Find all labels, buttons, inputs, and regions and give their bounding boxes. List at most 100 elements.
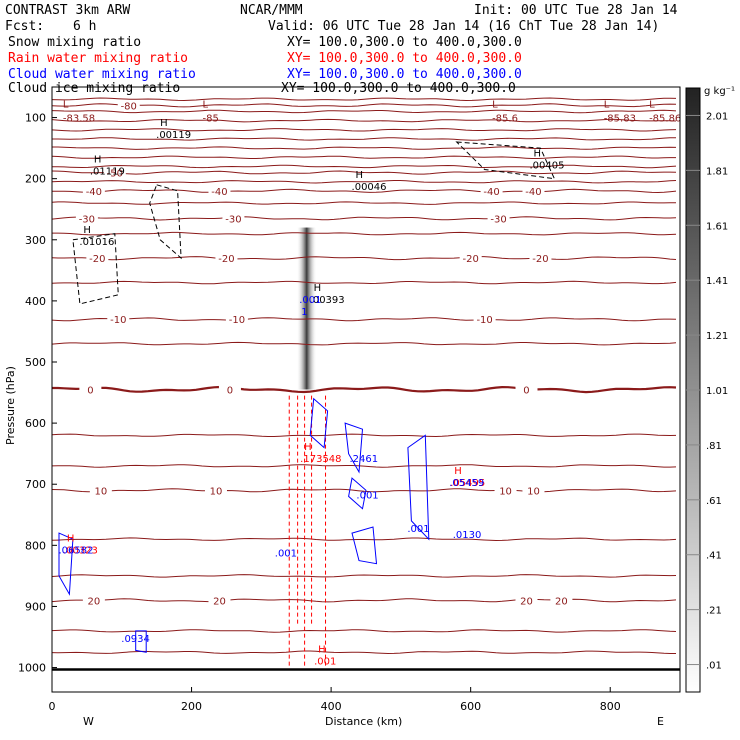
- colorbar-tick-label: .61: [706, 496, 722, 507]
- cloud-water-contour: [407, 434, 430, 541]
- isotherm-label-bg: [218, 384, 241, 395]
- isotherm-line: [52, 164, 677, 169]
- x-end-east: E: [657, 715, 664, 728]
- colorbar-tick-label: 2.01: [706, 111, 728, 122]
- high-marker: H: [533, 148, 541, 159]
- isotherm-label: 0: [523, 386, 529, 397]
- isotherm-label-bg: [82, 595, 105, 606]
- model-title: CONTRAST 3km ARW: [5, 3, 130, 18]
- isotherm-label: -20: [532, 254, 548, 265]
- cloud-water-contour: [135, 630, 147, 653]
- isotherm-line: [52, 464, 677, 468]
- y-tick-label: 300: [25, 234, 46, 247]
- isotherm-line: [52, 488, 677, 493]
- x-tick-label: 400: [321, 700, 342, 713]
- isotherm-line: [52, 146, 677, 150]
- cloud-water-maximum-label: .001: [407, 524, 429, 535]
- isotherm-label: 10: [210, 486, 223, 497]
- isotherm-line: [52, 317, 677, 322]
- isotherm-line: [52, 180, 677, 184]
- isotherm-label: 20: [555, 596, 568, 607]
- valid-time: Valid: 06 UTC Tue 28 Jan 14 (16 ChT Tue …: [268, 19, 659, 34]
- isotherm-label: -40: [483, 187, 499, 198]
- colorbar-unit: g kg⁻¹: [704, 86, 735, 97]
- isotherm-line: [52, 103, 677, 108]
- isotherm-label-bg: [82, 185, 105, 196]
- temperature-minimum-label: -83.58: [63, 114, 95, 125]
- extrema-labels: L-83.58L-85L-85.6L-85.83L-85.86H.00119H.…: [58, 100, 681, 668]
- isotherm-label-bg: [515, 595, 538, 606]
- high-marker: H: [314, 283, 322, 294]
- field-name-snow: Snow mixing ratio: [8, 35, 141, 50]
- cloud-ice-shading: [296, 227, 317, 390]
- x-tick-label: 0: [49, 700, 56, 713]
- isotherm-label: 20: [520, 596, 533, 607]
- field-xy-cloud-water: XY= 100.0,300.0 to 400.0,300.0: [287, 67, 522, 82]
- temperature-isotherms: -80 -50 -40 -40 -40 -40 -30 -30 -30 -20 -20 -20 -20 -…: [52, 97, 677, 655]
- isotherm-line: [52, 216, 677, 221]
- isotherm-label: -80: [121, 101, 137, 112]
- colorbar-tick-label: .21: [706, 606, 722, 617]
- cloud-water-maximum-label: 1: [301, 307, 307, 318]
- isotherm-label: -40: [525, 187, 541, 198]
- cloud-water-maximum-label: .0934: [121, 634, 150, 645]
- mixing-ratio-contours: [58, 141, 556, 668]
- cloud-water-contour: [344, 422, 364, 474]
- high-marker: H: [94, 155, 102, 166]
- cloud-water-maximum-label: .001: [356, 490, 378, 501]
- isotherm-label-bg: [522, 485, 545, 496]
- isotherm-label-bg: [79, 384, 102, 395]
- snow-maximum-label: .00046: [352, 182, 387, 193]
- colorbar-tick-label: 1.41: [706, 276, 728, 287]
- colorbar-tick-label: 1.01: [706, 386, 728, 397]
- rain-maximum-label: .173548: [300, 454, 341, 465]
- isotherm-line: [52, 433, 677, 438]
- isotherm-line: [52, 170, 677, 175]
- snow-maximum-label: .00405: [529, 160, 564, 171]
- isotherm-line: [52, 155, 676, 159]
- isotherm-label-bg: [480, 185, 503, 196]
- y-tick-label: 900: [25, 600, 46, 613]
- isotherm-label-bg: [473, 314, 496, 325]
- plot-area: -80 -50 -40 -40 -40 -40 -30 -30 -30 -20 -20 -20 -20 -…: [52, 97, 681, 668]
- isotherm-label-bg: [222, 213, 245, 224]
- isotherm-line: [52, 137, 677, 141]
- isotherm-line: [52, 128, 677, 132]
- low-marker: L: [202, 100, 208, 111]
- isotherm-line: [52, 256, 677, 261]
- isotherm-label: 20: [87, 596, 100, 607]
- rain-maximum-label: .001: [314, 657, 336, 668]
- isotherm-label-bg: [117, 100, 140, 111]
- y-tick-label: 200: [25, 173, 46, 186]
- rain-maximum-label: .00323: [63, 545, 98, 556]
- field-name-cloud-ice: Cloud ice mixing ratio: [8, 81, 180, 96]
- isotherm-label: -10: [229, 315, 245, 326]
- isotherm-line: [52, 97, 677, 102]
- isotherm-label: 10: [527, 486, 540, 497]
- isotherm-label-bg: [208, 185, 231, 196]
- isotherm-label-bg: [225, 314, 248, 325]
- x-tick-label: 200: [181, 700, 202, 713]
- temperature-minimum-label: -85.86: [649, 114, 681, 125]
- isotherm-label: -20: [218, 254, 234, 265]
- isotherm-label-bg: [487, 213, 510, 224]
- snow-maximum-label: .00393: [310, 295, 345, 306]
- isotherm-label: -40: [86, 187, 102, 198]
- temperature-minimum-label: -85.83: [604, 114, 636, 125]
- isotherm-label: -10: [110, 315, 126, 326]
- isotherm-label: -20: [462, 254, 478, 265]
- isotherm-line: [52, 231, 677, 236]
- cloud-water-maximum-label: .0130: [453, 530, 482, 541]
- isotherm-line: [52, 385, 677, 394]
- isotherm-label-bg: [75, 213, 98, 224]
- y-tick-label: 1000: [18, 662, 46, 675]
- field-name-rain: Rain water mixing ratio: [8, 51, 188, 66]
- cloud-water-maximum-label: .001: [299, 295, 321, 306]
- snow-contour: [149, 184, 182, 260]
- isotherm-label: -50: [107, 169, 123, 180]
- isotherm-line: [52, 650, 676, 655]
- isotherm-label: -30: [490, 214, 506, 225]
- high-marker: H: [160, 118, 168, 129]
- isotherm-label-bg: [215, 253, 238, 264]
